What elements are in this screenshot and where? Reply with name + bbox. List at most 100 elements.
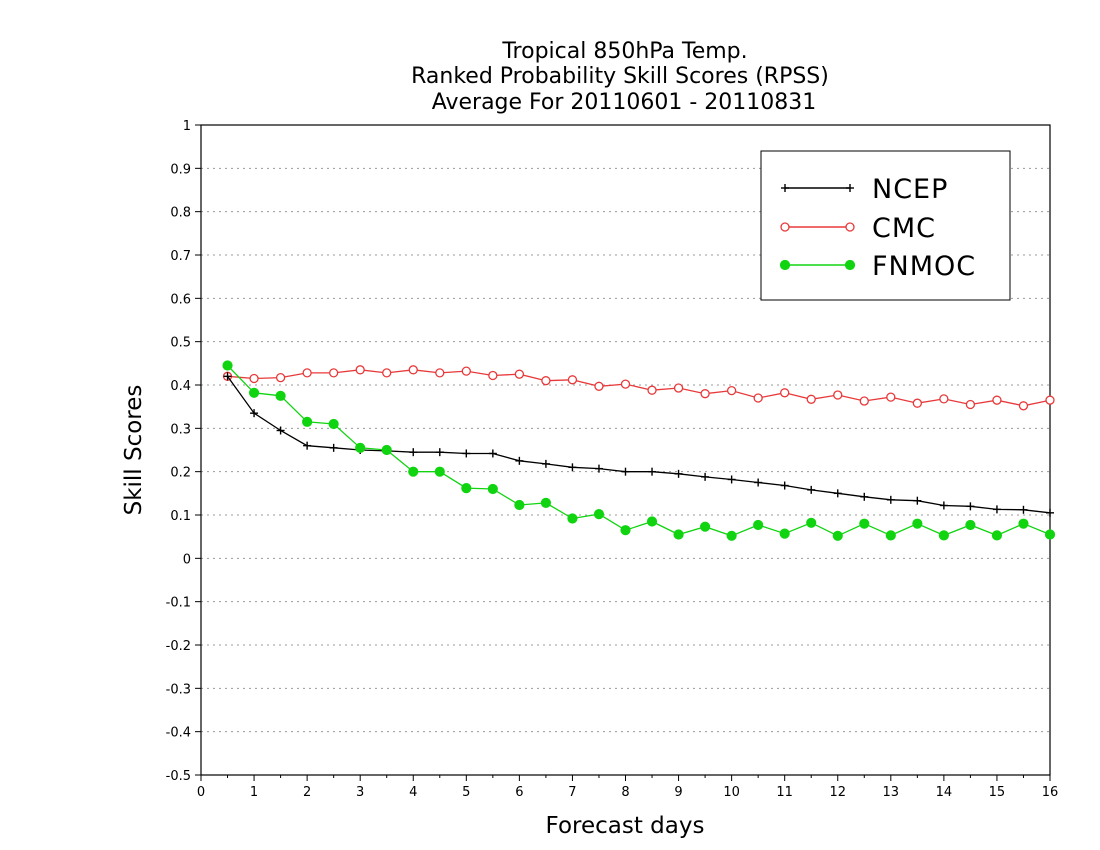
- y-tick-label: 0.6: [170, 292, 191, 307]
- data-point-cmc: [1018, 401, 1029, 411]
- data-point-cmc: [408, 365, 418, 375]
- data-point-fnmoc: [1018, 518, 1029, 529]
- data-point-fnmoc: [222, 360, 233, 371]
- legend-marker-ncep: [846, 184, 854, 192]
- data-point-cmc: [382, 368, 392, 378]
- data-point-cmc: [965, 399, 976, 410]
- data-point-fnmoc: [408, 466, 419, 477]
- legend-label-fnmoc: FNMOC: [872, 251, 976, 282]
- data-point-ncep: [435, 448, 444, 457]
- legend-box: [760, 150, 1011, 301]
- data-point-cmc: [488, 370, 498, 381]
- chart-title-line-2: Ranked Probability Skill Scores (RPSS): [411, 64, 829, 89]
- data-point-cmc: [833, 390, 843, 400]
- data-point-ncep: [992, 505, 1001, 514]
- data-point-cmc: [302, 368, 312, 378]
- data-point-cmc: [939, 394, 949, 404]
- series-ncep: [223, 372, 1054, 517]
- data-point-ncep: [1019, 505, 1028, 514]
- data-point-fnmoc: [381, 444, 392, 456]
- y-tick-label: -0.5: [166, 769, 191, 784]
- data-point-cmc: [1045, 395, 1055, 405]
- data-point-cmc: [461, 366, 471, 376]
- x-tick-label: 1: [250, 785, 258, 800]
- data-point-fnmoc: [806, 517, 817, 528]
- data-point-cmc: [886, 392, 896, 402]
- data-point-cmc: [647, 385, 657, 395]
- data-point-fnmoc: [938, 530, 949, 541]
- data-point-cmc: [700, 389, 710, 399]
- data-point-ncep: [860, 492, 869, 501]
- x-tick-label: 6: [515, 785, 523, 800]
- data-point-fnmoc: [646, 516, 658, 527]
- data-point-fnmoc: [593, 509, 605, 520]
- y-tick-label: 0.5: [170, 336, 191, 351]
- legend-marker-fnmoc: [779, 259, 791, 271]
- series-fnmoc: [222, 360, 1056, 541]
- legend-label-ncep: NCEP: [872, 174, 948, 205]
- data-point-ncep: [754, 478, 763, 487]
- data-point-ncep: [223, 372, 232, 381]
- data-point-cmc: [753, 393, 763, 403]
- data-point-fnmoc: [434, 466, 445, 477]
- data-point-fnmoc: [965, 519, 976, 531]
- data-point-ncep: [886, 495, 895, 504]
- data-point-fnmoc: [620, 525, 631, 536]
- data-point-cmc: [726, 385, 737, 396]
- legend: NCEP CMC FNMOC: [760, 150, 1011, 301]
- data-point-ncep: [807, 485, 816, 494]
- data-point-ncep: [409, 448, 418, 457]
- data-point-cmc: [567, 375, 578, 385]
- x-axis-ticks: 0 1 2 3 4 5 6 7 8 9 10 11 12 13 14 15 16: [197, 775, 1058, 800]
- x-tick-label: 0: [197, 785, 205, 800]
- data-point-fnmoc: [859, 518, 870, 529]
- data-point-ncep: [488, 449, 497, 458]
- data-point-ncep: [250, 409, 259, 418]
- data-point-ncep: [939, 501, 948, 510]
- data-point-cmc: [514, 369, 525, 379]
- data-point-fnmoc: [699, 521, 711, 532]
- data-point-ncep: [833, 489, 842, 498]
- series-line-fnmoc: [227, 365, 1051, 537]
- data-point-cmc: [435, 368, 445, 378]
- x-tick-label: 4: [409, 785, 417, 800]
- data-point-fnmoc: [912, 518, 923, 529]
- legend-marker-cmc: [780, 222, 790, 232]
- data-point-ncep: [541, 459, 550, 468]
- data-point-ncep: [594, 464, 603, 473]
- x-tick-label: 10: [723, 785, 740, 800]
- legend-marker-ncep: [781, 184, 789, 192]
- y-tick-label: 0.1: [170, 509, 191, 524]
- data-point-fnmoc: [275, 390, 286, 401]
- x-tick-label: 9: [674, 785, 682, 800]
- legend-item-fnmoc: FNMOC: [779, 251, 976, 282]
- legend-label-cmc: CMC: [872, 213, 936, 244]
- data-point-ncep: [780, 481, 789, 490]
- data-point-fnmoc: [673, 529, 684, 540]
- y-tick-label: -0.3: [166, 682, 191, 697]
- x-tick-label: 7: [568, 785, 576, 800]
- series-line-cmc: [227, 369, 1051, 407]
- y-tick-label: -0.4: [166, 726, 191, 741]
- data-point-ncep: [515, 456, 524, 465]
- data-point-fnmoc: [328, 418, 339, 430]
- legend-marker-fnmoc: [844, 259, 856, 271]
- x-tick-label: 12: [829, 785, 846, 800]
- data-point-fnmoc: [1044, 529, 1056, 540]
- data-point-ncep: [621, 467, 630, 476]
- data-point-ncep: [303, 441, 312, 450]
- data-point-cmc: [780, 388, 790, 398]
- series-line-ncep: [226, 375, 1051, 514]
- data-point-cmc: [620, 379, 631, 389]
- data-point-cmc: [912, 398, 922, 408]
- data-point-ncep: [966, 502, 975, 511]
- x-tick-label: 13: [883, 785, 900, 800]
- y-tick-label: -0.2: [166, 639, 191, 654]
- data-point-fnmoc: [487, 483, 498, 495]
- data-point-fnmoc: [355, 442, 366, 453]
- data-point-ncep: [648, 467, 657, 476]
- y-tick-label: 0.8: [170, 206, 191, 221]
- y-axis-label: Skill Scores: [121, 385, 147, 516]
- series-cmc: [222, 365, 1055, 411]
- data-point-cmc: [355, 365, 365, 375]
